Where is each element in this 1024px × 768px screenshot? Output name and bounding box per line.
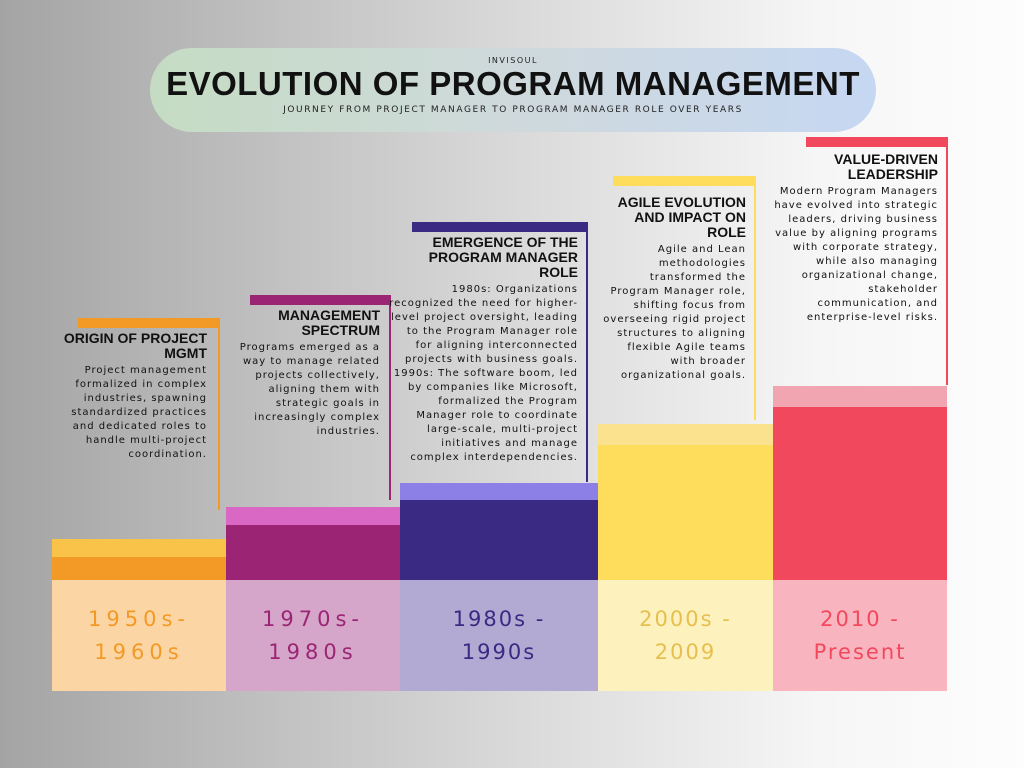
period-line-2: 1990s xyxy=(461,639,537,664)
stage-card: MANAGEMENT SPECTRUM Programs emerged as … xyxy=(226,308,380,439)
period-line-2: 2009 xyxy=(654,639,717,664)
stage-description: Programs emerged as a way to manage rela… xyxy=(239,342,380,437)
period-line-2: 1960s xyxy=(94,639,184,664)
stage-card: VALUE-DRIVEN LEADERSHIP Modern Program M… xyxy=(770,152,938,325)
period-label: 1950s- 1960s xyxy=(52,580,226,691)
stage-description: Agile and Lean methodologies transformed… xyxy=(603,244,746,381)
stage-description: Modern Program Managers have evolved int… xyxy=(774,186,938,323)
stage-connector-line xyxy=(218,318,220,510)
page-subtitle: JOURNEY FROM PROJECT MANAGER TO PROGRAM … xyxy=(283,105,743,115)
stage-connector-line xyxy=(586,222,588,482)
stage-card: EMERGENCE OF THE PROGRAM MANAGER ROLE 19… xyxy=(388,235,578,465)
period-label: 2000s - 2009 xyxy=(598,580,773,691)
stage-accent-bar xyxy=(412,222,586,232)
period-line-1: 1980s - xyxy=(452,606,546,631)
step-top-band xyxy=(52,539,226,557)
step-block xyxy=(773,407,947,580)
period-label: 2010 - Present xyxy=(773,580,947,691)
period-line-1: 1970s- xyxy=(262,606,364,631)
step-block xyxy=(598,445,773,580)
step-block xyxy=(226,525,400,580)
stage-accent-bar xyxy=(806,137,947,147)
period-label: 1980s - 1990s xyxy=(400,580,598,691)
step-block xyxy=(400,500,598,580)
step-top-band xyxy=(773,386,947,407)
period-line-2: Present xyxy=(813,639,907,664)
stage-title: EMERGENCE OF THE PROGRAM MANAGER ROLE xyxy=(428,234,578,280)
header-banner: INVISOUL EVOLUTION OF PROGRAM MANAGEMENT… xyxy=(150,48,876,132)
step-top-band xyxy=(598,424,773,445)
page-title: EVOLUTION OF PROGRAM MANAGEMENT xyxy=(166,65,860,102)
stage-title: MANAGEMENT SPECTRUM xyxy=(278,307,380,338)
stage-title: VALUE-DRIVEN LEADERSHIP xyxy=(834,151,938,182)
step-top-band xyxy=(400,483,598,500)
stage-description: 1980s: Organizations recognized the need… xyxy=(389,284,578,463)
stage-accent-bar xyxy=(250,295,390,305)
period-line-1: 2000s - xyxy=(639,606,732,631)
stage-description: Project management formalized in complex… xyxy=(71,365,207,460)
stage-card: AGILE EVOLUTION AND IMPACT ON ROLE Agile… xyxy=(598,195,746,383)
step-top-band xyxy=(226,507,400,525)
stage-connector-line xyxy=(946,137,948,385)
stage-title: AGILE EVOLUTION AND IMPACT ON ROLE xyxy=(617,194,746,240)
stage-card: ORIGIN OF PROJECT MGMT Project managemen… xyxy=(52,331,207,462)
step-block xyxy=(52,557,226,580)
period-label: 1970s- 1980s xyxy=(226,580,400,691)
period-line-1: 2010 - xyxy=(820,606,900,631)
stage-connector-line xyxy=(389,295,391,500)
stage-connector-line xyxy=(754,176,756,420)
stage-accent-bar xyxy=(78,318,218,328)
period-line-1: 1950s- xyxy=(88,606,190,631)
brand-name: INVISOUL xyxy=(488,56,538,65)
stage-accent-bar xyxy=(613,176,754,186)
stage-title: ORIGIN OF PROJECT MGMT xyxy=(63,330,207,361)
period-line-2: 1980s xyxy=(268,639,358,664)
